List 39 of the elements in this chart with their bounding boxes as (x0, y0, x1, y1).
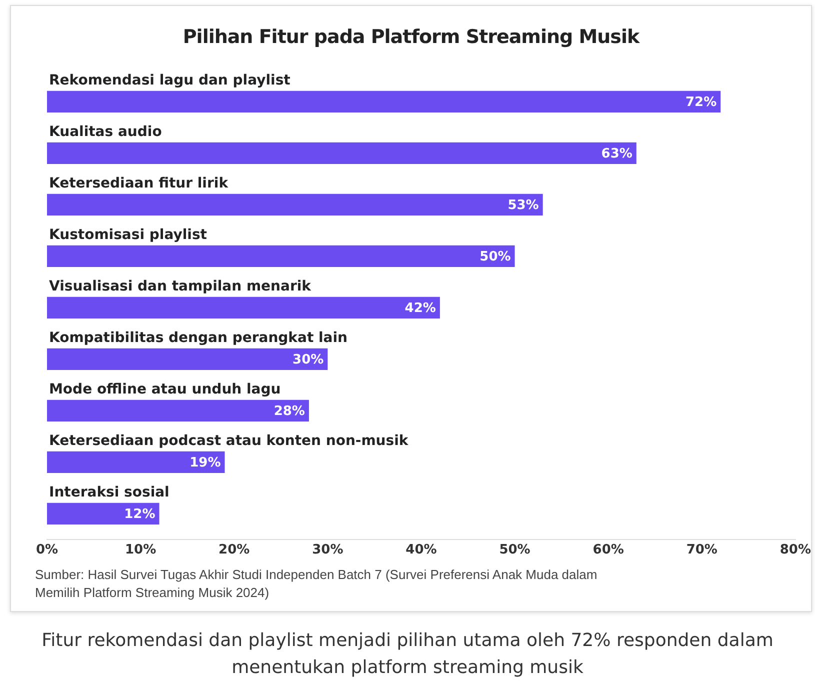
bar (47, 502, 160, 524)
x-tick-label: 30% (312, 542, 344, 558)
bar (47, 90, 721, 113)
bar (47, 296, 440, 319)
y-tick-label: Kompatibilitas dengan perangkat lain (49, 330, 348, 346)
bar (47, 194, 543, 216)
y-tick-label: Interaksi sosial (49, 484, 170, 500)
data-label: 50% (480, 250, 511, 265)
data-label: 28% (274, 404, 305, 420)
y-tick-label: Ketersediaan fitur lirik (49, 176, 229, 192)
x-tick-label: 20% (218, 542, 250, 558)
x-tick-label: 0% (36, 542, 58, 558)
data-label: 53% (508, 198, 539, 214)
data-label: 63% (601, 146, 632, 162)
bar (47, 245, 515, 268)
x-tick-label: 10% (124, 542, 156, 558)
data-label: 72% (685, 95, 717, 110)
text: Sumber: Hasil Survei Tugas Akhir Studi Independen Batch 7 (Survei Preferensi Anak Muda dalam Memilih Platform Streaming Musik 2024) (35, 566, 598, 602)
x-tick-label: 50% (499, 542, 530, 558)
y-tick-label: Mode offline atau unduh lagu (49, 382, 281, 398)
chart-title: Pilihan Fitur pada Platform Streaming Musik (182, 26, 641, 48)
x-tick-label: 60% (592, 542, 624, 558)
bar (47, 348, 328, 370)
data-label: 12% (124, 507, 156, 522)
data-label: 30% (292, 352, 324, 368)
y-tick-label: Rekomendasi lagu dan playlist (49, 72, 291, 89)
x-tick-label: 80% (780, 542, 812, 558)
y-tick-label: Ketersediaan podcast atau konten non-musik (49, 432, 409, 449)
bar (47, 451, 225, 473)
x-tick-label: 40% (406, 542, 437, 558)
bar (47, 400, 309, 422)
y-tick-label: Kustomisasi playlist (49, 227, 208, 244)
data-label: 42% (404, 301, 436, 316)
data-label: 19% (190, 456, 221, 471)
x-tick-label: 70% (686, 542, 718, 558)
bar (47, 142, 636, 164)
y-tick-label: Kualitas audio (49, 124, 162, 140)
text: Fitur rekomendasi dan playlist menjadi pilihan utama oleh 72% responden dalam menentukan platform streaming musik (40, 629, 774, 680)
y-tick-label: Visualisasi dan tampilan menarik (49, 278, 312, 295)
